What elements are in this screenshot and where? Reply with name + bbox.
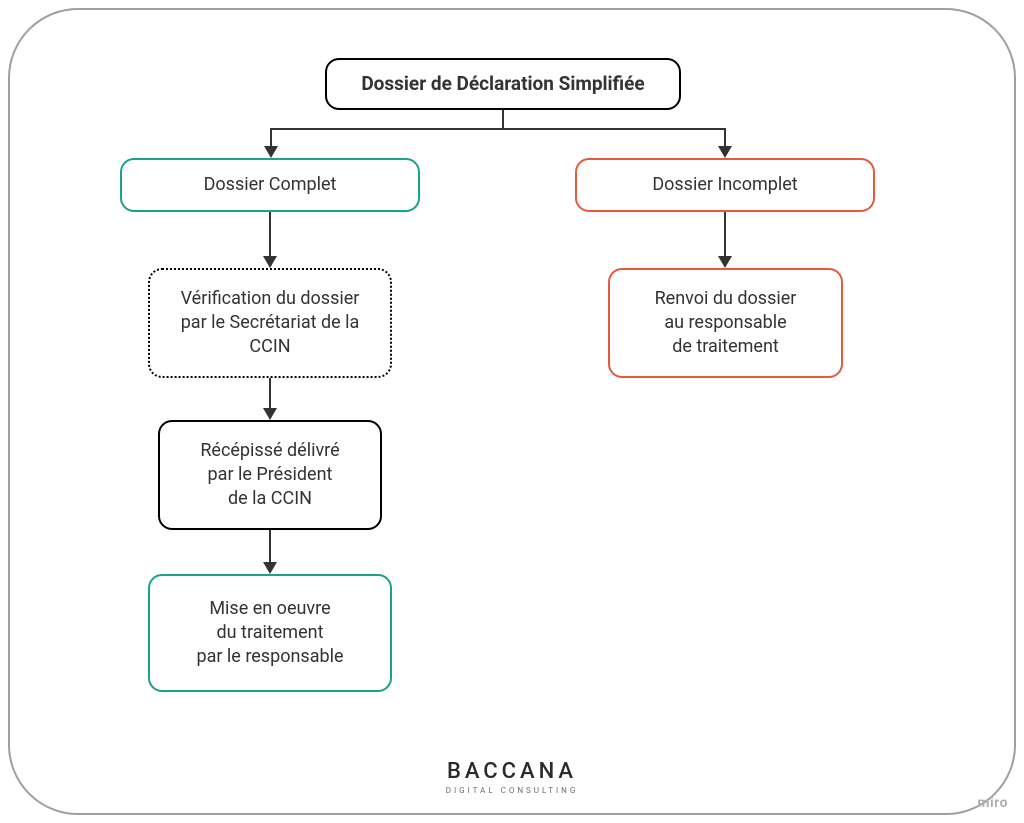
node-recepisse: Récépissé délivré par le Président de la…	[158, 420, 382, 530]
brand-logo-sub: DIGITAL CONSULTING	[446, 786, 579, 795]
node-meo-l3: par le responsable	[196, 645, 343, 669]
node-meo-l1: Mise en oeuvre	[196, 597, 343, 621]
node-verification: Vérification du dossier par le Secrétari…	[148, 268, 392, 378]
node-recepisse-l2: par le Président	[200, 463, 339, 487]
brand-logo-main: BACCANA	[446, 759, 579, 784]
node-incomplet-label: Dossier Incomplet	[652, 173, 797, 197]
node-verification-l3: CCIN	[181, 335, 360, 359]
edge-fork-right	[724, 128, 726, 146]
edge-verif-recep	[269, 378, 271, 408]
edge-root-stub	[502, 110, 504, 128]
watermark-miro: miro	[977, 795, 1008, 811]
edge-fork-left-head	[264, 146, 278, 158]
edge-recep-meo-head	[263, 562, 277, 574]
edge-fork-left	[270, 128, 272, 146]
node-root-label: Dossier de Déclaration Simplifiée	[361, 71, 644, 97]
edge-incomplet-renvoi-head	[718, 256, 732, 268]
edge-recep-meo	[269, 530, 271, 562]
node-incomplet: Dossier Incomplet	[575, 158, 875, 212]
node-renvoi-l2: au responsable	[655, 311, 797, 335]
node-renvoi: Renvoi du dossier au responsable de trai…	[608, 268, 843, 378]
edge-fork-bar	[270, 128, 725, 130]
edge-verif-recep-head	[263, 408, 277, 420]
node-complet: Dossier Complet	[120, 158, 420, 212]
node-verification-l1: Vérification du dossier	[181, 287, 360, 311]
node-recepisse-l1: Récépissé délivré	[200, 439, 339, 463]
node-renvoi-l1: Renvoi du dossier	[655, 287, 797, 311]
node-miseenoeuvre: Mise en oeuvre du traitement par le resp…	[148, 574, 392, 692]
node-verification-l2: par le Secrétariat de la	[181, 311, 360, 335]
node-renvoi-l3: de traitement	[655, 335, 797, 359]
edge-complet-verif-head	[263, 256, 277, 268]
edge-complet-verif	[269, 212, 271, 256]
node-recepisse-l3: de la CCIN	[200, 487, 339, 511]
edge-fork-right-head	[718, 146, 732, 158]
node-root: Dossier de Déclaration Simplifiée	[325, 58, 681, 110]
node-complet-label: Dossier Complet	[204, 173, 337, 197]
edge-incomplet-renvoi	[724, 212, 726, 256]
brand-logo: BACCANA DIGITAL CONSULTING	[446, 759, 579, 795]
node-meo-l2: du traitement	[196, 621, 343, 645]
